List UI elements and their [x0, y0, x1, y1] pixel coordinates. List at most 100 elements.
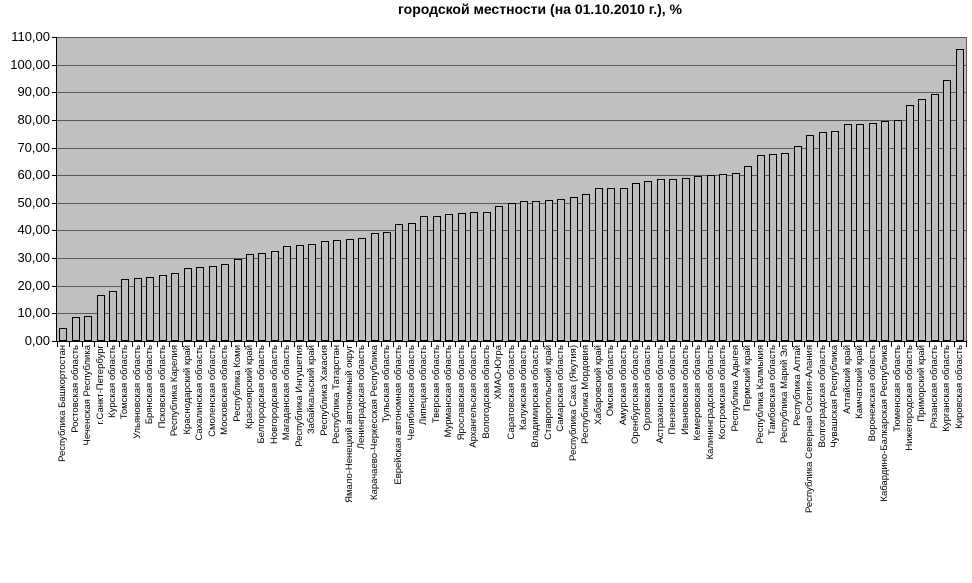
x-axis-label: Сахалинская область [194, 345, 206, 441]
x-tick [193, 342, 195, 347]
bar [208, 265, 217, 341]
x-axis-label: Ставропольский край [542, 345, 554, 440]
x-axis-label: Кемеровская область [692, 345, 704, 441]
x-tick [542, 342, 544, 347]
x-axis-label: Краснодарский край [181, 345, 193, 435]
x-axis-label: Брянская область [144, 345, 156, 425]
bar [71, 316, 80, 341]
y-tick [52, 64, 56, 66]
bar [619, 187, 628, 341]
bar [407, 223, 416, 341]
x-axis-label: Орловская область [642, 345, 654, 431]
x-axis-label: Тамбовская область [766, 345, 778, 436]
bar [270, 251, 279, 341]
x-axis-label: Самарская область [555, 345, 567, 432]
x-axis-label: Смоленская область [206, 345, 218, 437]
x-axis-label: Калининградская область [704, 345, 716, 460]
x-axis-label: Приморский край [916, 345, 928, 422]
x-tick [741, 342, 743, 347]
x-axis-label: Рязанская область [928, 345, 940, 429]
x-axis-label: Липецкая область [418, 345, 430, 426]
x-axis-label: Республика Коми [231, 345, 243, 422]
x-axis-label: Костромская область [717, 345, 729, 440]
bar [706, 175, 715, 341]
y-axis-label: 70,00 [17, 139, 50, 155]
y-axis-label: 10,00 [17, 305, 50, 321]
x-tick [791, 342, 793, 347]
x-axis-label: Новгородская область [268, 345, 280, 444]
x-tick [418, 342, 420, 347]
bar [656, 179, 665, 341]
x-tick [206, 342, 208, 347]
bar [308, 243, 317, 341]
x-tick [480, 342, 482, 347]
x-axis-label: Ямало-Ненецкий автономный округ [343, 345, 355, 503]
y-tick [52, 92, 56, 94]
bar [731, 172, 740, 341]
y-axis-label: 20,00 [17, 277, 50, 293]
bar [557, 198, 566, 341]
bar [831, 130, 840, 341]
x-tick [878, 342, 880, 347]
x-tick [156, 342, 158, 347]
x-axis-label: Чувашская Республика [829, 345, 841, 448]
x-axis-label: Камчатский край [854, 345, 866, 419]
bar [781, 153, 790, 341]
bar [744, 166, 753, 341]
bar [432, 215, 441, 341]
bar [843, 124, 852, 341]
x-axis-label: Кировская область [953, 345, 965, 429]
bar [955, 48, 964, 341]
x-tick [106, 342, 108, 347]
bar [507, 203, 516, 341]
x-axis-label: Красноярский край [244, 345, 255, 429]
bar [818, 132, 827, 341]
bar [146, 276, 155, 341]
x-axis-label: Омская область [605, 345, 617, 417]
bar [183, 268, 192, 341]
x-tick [443, 342, 444, 347]
x-axis-label: Московская область [219, 345, 231, 435]
gridline-110 [57, 37, 966, 38]
x-axis-label: Пермский край [742, 345, 754, 412]
x-axis-label: Республика Адыгея [729, 345, 741, 432]
bar [133, 277, 142, 341]
bar [644, 181, 653, 341]
x-tick [243, 342, 245, 347]
x-tick [144, 342, 146, 347]
y-axis-label: 90,00 [17, 84, 50, 100]
x-axis-label: Республика Северная Осетия-Алания [804, 345, 816, 514]
bar [905, 105, 914, 341]
y-tick [52, 341, 56, 342]
x-axis-label: Республика Марий Эл [779, 345, 791, 444]
bar [320, 240, 329, 341]
y-tick [52, 119, 56, 121]
x-axis-label: Астраханская область [654, 345, 666, 444]
y-axis-label: 40,00 [17, 222, 50, 238]
bar [457, 213, 466, 341]
x-tick [617, 342, 619, 347]
gridline-90 [57, 92, 966, 94]
x-tick [306, 342, 308, 347]
x-tick [517, 342, 519, 347]
x-axis-label: Архангельская область [468, 345, 480, 448]
bar [930, 93, 939, 341]
x-axis-label: Республика Калмыкия [754, 345, 766, 444]
bar [109, 290, 118, 341]
bar [233, 258, 242, 341]
y-tick [52, 147, 56, 149]
bar [632, 182, 641, 341]
bar [943, 80, 952, 341]
x-tick [455, 342, 457, 347]
x-axis-label: Челябинская область [405, 345, 417, 441]
x-tick [94, 342, 96, 347]
y-axis-line [56, 37, 57, 342]
x-axis-label: г.Санкт-Петербург [94, 345, 106, 425]
x-axis-label: Нижегородская область [903, 345, 915, 451]
x-tick [169, 342, 171, 347]
x-axis-label: Мурманская область [443, 345, 455, 438]
bar [569, 197, 578, 341]
x-tick [218, 342, 220, 347]
bar [594, 188, 603, 341]
